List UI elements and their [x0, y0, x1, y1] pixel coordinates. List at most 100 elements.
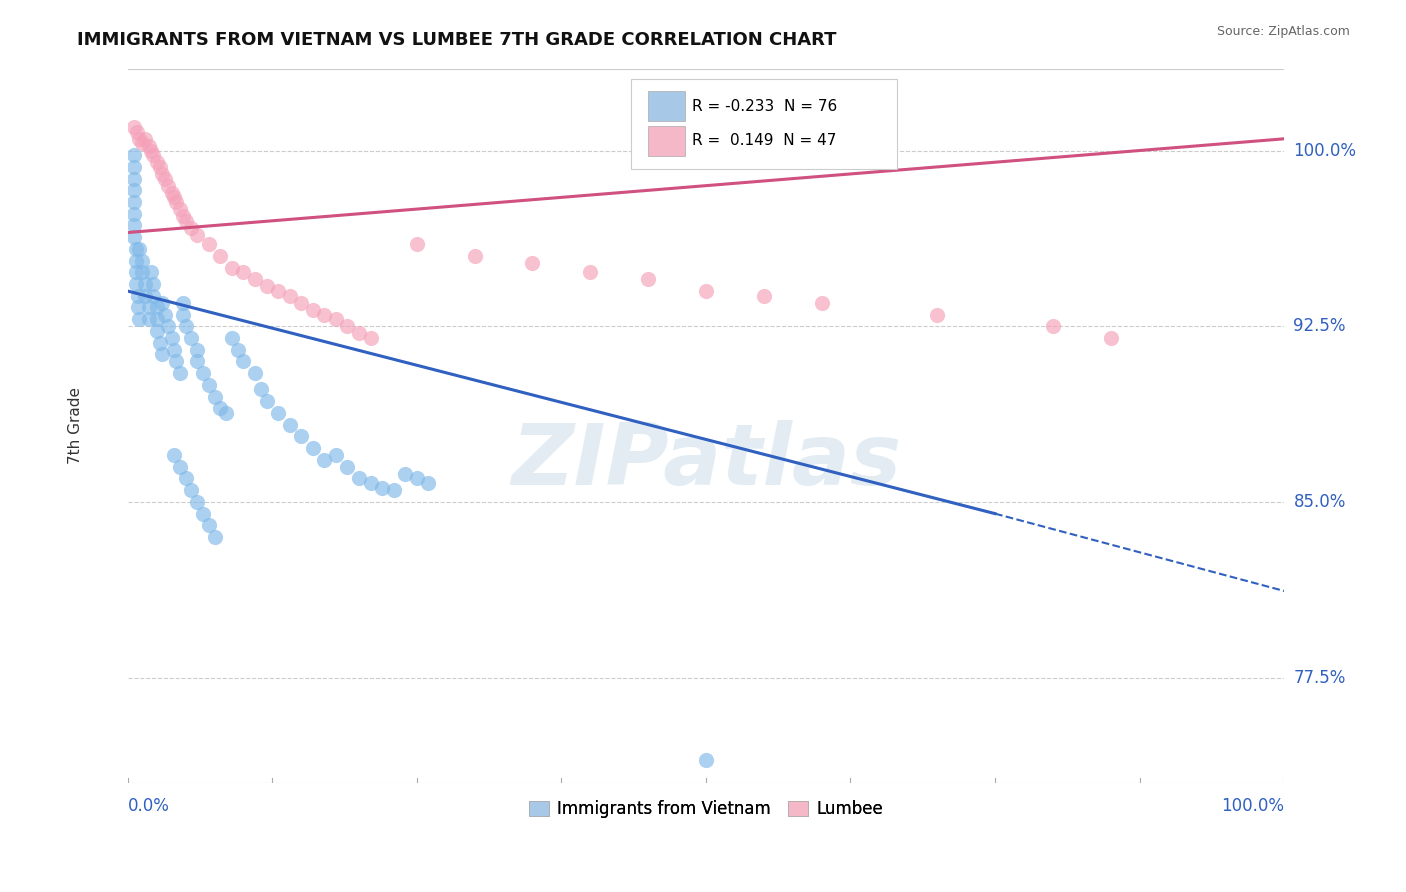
Point [394, 467, 416, 481]
Text: 85.0%: 85.0% [1294, 493, 1346, 511]
Text: 7th Grade: 7th Grade [69, 387, 83, 464]
Point [301, 302, 323, 317]
Point [145, 312, 167, 326]
Point [172, 209, 194, 223]
Point [149, 335, 172, 350]
Point [695, 753, 717, 767]
Point [163, 448, 186, 462]
Point [138, 301, 160, 315]
Point [157, 319, 180, 334]
Point [371, 481, 394, 495]
Point [145, 324, 167, 338]
Point [522, 256, 544, 270]
Point [122, 219, 145, 233]
Point [122, 195, 145, 210]
Point [122, 183, 145, 197]
Point [278, 289, 301, 303]
Point [197, 237, 219, 252]
Point [165, 195, 187, 210]
Point [131, 136, 153, 151]
Point [405, 237, 427, 252]
Point [160, 186, 183, 200]
Point [139, 265, 162, 279]
Point [752, 289, 775, 303]
Point [186, 495, 208, 509]
Point [278, 417, 301, 432]
Point [122, 230, 145, 244]
Point [134, 132, 156, 146]
Point [172, 308, 194, 322]
Point [122, 171, 145, 186]
Point [204, 530, 226, 544]
Point [360, 476, 382, 491]
Point [221, 331, 243, 345]
Point [927, 308, 949, 322]
Point [138, 312, 160, 326]
Point [122, 120, 145, 134]
Point [1099, 331, 1122, 345]
Point [243, 366, 266, 380]
Text: ZIPatlas: ZIPatlas [510, 420, 901, 503]
Point [172, 295, 194, 310]
Point [128, 242, 150, 256]
Point [153, 308, 176, 322]
Point [125, 253, 148, 268]
Point [142, 277, 165, 291]
Point [157, 178, 180, 193]
Text: IMMIGRANTS FROM VIETNAM VS LUMBEE 7TH GRADE CORRELATION CHART: IMMIGRANTS FROM VIETNAM VS LUMBEE 7TH GR… [77, 31, 837, 49]
Point [131, 265, 153, 279]
Point [152, 295, 174, 310]
Point [325, 312, 347, 326]
Point [125, 125, 148, 139]
Point [174, 471, 197, 485]
Point [180, 483, 202, 498]
Point [163, 343, 186, 357]
Point [382, 483, 405, 498]
Point [347, 326, 370, 341]
Point [290, 295, 312, 310]
Point [209, 249, 232, 263]
Point [125, 242, 148, 256]
Point [191, 507, 214, 521]
FancyBboxPatch shape [631, 79, 897, 169]
Point [153, 171, 176, 186]
Point [325, 448, 347, 462]
Point [125, 265, 148, 279]
Point [186, 227, 208, 242]
Text: R = -0.233  N = 76: R = -0.233 N = 76 [692, 99, 838, 114]
Point [267, 284, 290, 298]
Legend: Immigrants from Vietnam, Lumbee: Immigrants from Vietnam, Lumbee [523, 793, 890, 825]
Point [579, 265, 602, 279]
Point [152, 347, 174, 361]
Point [290, 429, 312, 443]
Point [267, 406, 290, 420]
Point [186, 354, 208, 368]
Point [191, 366, 214, 380]
Point [169, 366, 191, 380]
Point [174, 214, 197, 228]
Point [174, 319, 197, 334]
Point [180, 331, 202, 345]
Text: R =  0.149  N = 47: R = 0.149 N = 47 [692, 133, 837, 148]
Point [314, 452, 336, 467]
Point [243, 272, 266, 286]
Text: 92.5%: 92.5% [1294, 318, 1346, 335]
Point [169, 202, 191, 216]
Point [637, 272, 659, 286]
Point [134, 277, 156, 291]
Point [160, 331, 183, 345]
Point [418, 476, 440, 491]
Point [232, 354, 254, 368]
Point [122, 160, 145, 174]
Point [122, 207, 145, 221]
FancyBboxPatch shape [648, 126, 685, 156]
Point [360, 331, 382, 345]
Point [128, 312, 150, 326]
Point [138, 138, 160, 153]
Point [180, 220, 202, 235]
Point [226, 343, 249, 357]
Point [127, 289, 149, 303]
Point [165, 354, 187, 368]
Text: 0.0%: 0.0% [128, 797, 170, 815]
Point [405, 471, 427, 485]
